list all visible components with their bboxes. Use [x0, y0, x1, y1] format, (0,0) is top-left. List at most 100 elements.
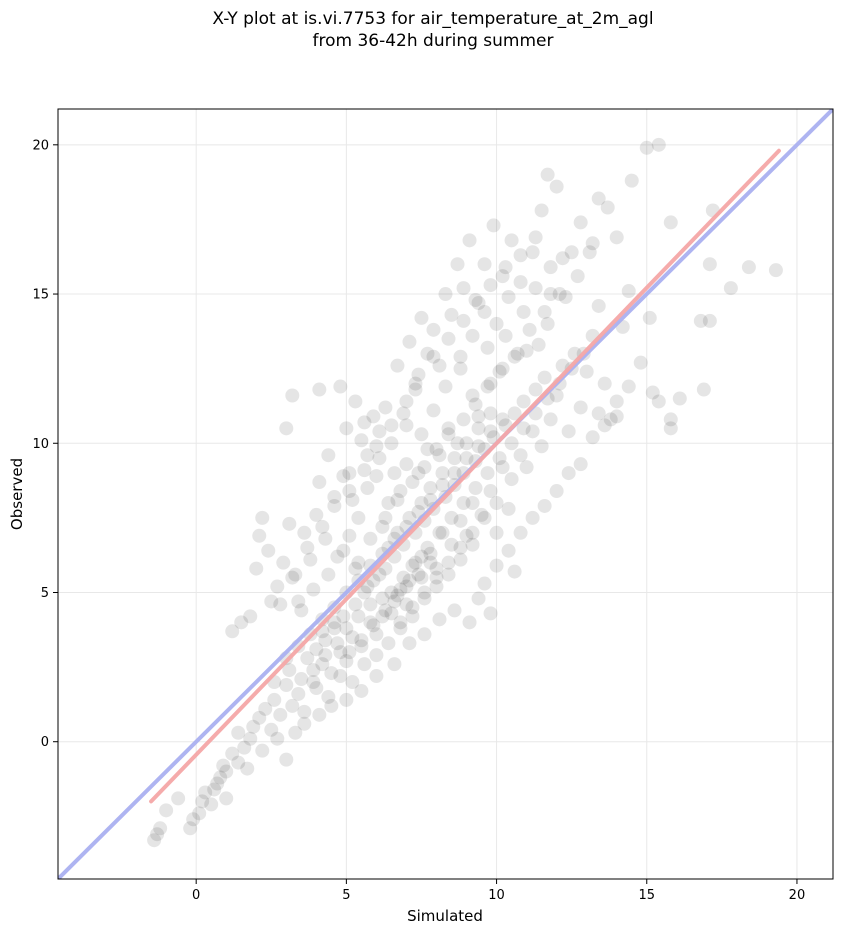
data-point [153, 821, 168, 836]
data-point [639, 140, 654, 155]
data-point [264, 722, 279, 737]
data-point [309, 507, 324, 522]
data-point [342, 484, 357, 499]
data-point [333, 669, 348, 684]
data-point [300, 540, 315, 555]
data-point [399, 457, 414, 472]
data-point [384, 418, 399, 433]
data-point [585, 430, 600, 445]
data-point [285, 388, 300, 403]
data-point [378, 561, 393, 576]
data-point [549, 388, 564, 403]
data-point [357, 463, 372, 478]
data-point [468, 397, 483, 412]
data-point [696, 382, 711, 397]
data-point [444, 307, 459, 322]
data-point [231, 725, 246, 740]
data-point [171, 791, 186, 806]
data-point [378, 603, 393, 618]
data-point [429, 561, 444, 576]
data-point [255, 510, 270, 525]
data-point [522, 322, 537, 337]
regression-lines [58, 109, 833, 879]
data-point [480, 340, 495, 355]
data-point [624, 173, 639, 188]
data-point [519, 343, 534, 358]
data-point [573, 400, 588, 415]
data-point [435, 525, 450, 540]
data-point [327, 615, 342, 630]
data-point [471, 409, 486, 424]
data-point [159, 803, 174, 818]
data-point [318, 633, 333, 648]
x-tick-label: 0 [192, 888, 200, 903]
data-point [333, 379, 348, 394]
data-point [321, 448, 336, 463]
data-point [261, 543, 276, 558]
data-point [183, 821, 198, 836]
data-point [252, 528, 267, 543]
data-point [453, 513, 468, 528]
data-point [456, 313, 471, 328]
data-point [357, 657, 372, 672]
data-point [453, 552, 468, 567]
data-point [306, 663, 321, 678]
data-point [480, 466, 495, 481]
data-point [651, 137, 666, 152]
data-point [390, 492, 405, 507]
data-point [432, 525, 447, 540]
y-axis-label: Observed [8, 458, 26, 530]
data-point [339, 654, 354, 669]
data-point [447, 466, 462, 481]
data-point [360, 481, 375, 496]
data-point [348, 394, 363, 409]
data-point [492, 451, 507, 466]
data-point [264, 594, 279, 609]
data-point [396, 406, 411, 421]
data-point [462, 233, 477, 248]
data-point [516, 421, 531, 436]
data-point [336, 543, 351, 558]
data-point [609, 230, 624, 245]
data-point [450, 257, 465, 272]
data-point [213, 770, 228, 785]
data-point [366, 409, 381, 424]
data-point [693, 313, 708, 328]
data-point [459, 451, 474, 466]
data-point [225, 746, 240, 761]
data-point [582, 245, 597, 260]
data-point [255, 743, 270, 758]
data-point [465, 388, 480, 403]
data-point [411, 567, 426, 582]
data-point [315, 657, 330, 672]
data-point [489, 525, 504, 540]
data-point [219, 791, 234, 806]
data-point [480, 379, 495, 394]
x-tick-label: 20 [789, 888, 806, 903]
data-point [570, 269, 585, 284]
data-point [468, 454, 483, 469]
data-point [258, 701, 273, 716]
data-point [504, 472, 519, 487]
data-point [408, 376, 423, 391]
data-point [441, 567, 456, 582]
data-point [405, 609, 420, 624]
data-point [471, 421, 486, 436]
data-point [438, 379, 453, 394]
data-point [417, 460, 432, 475]
data-point [345, 675, 360, 690]
data-point [495, 460, 510, 475]
data-point [573, 457, 588, 472]
data-point [483, 376, 498, 391]
data-point [516, 394, 531, 409]
data-point [741, 260, 756, 275]
data-point [291, 686, 306, 701]
data-point [354, 683, 369, 698]
data-point [393, 621, 408, 636]
data-point [363, 615, 378, 630]
data-point [363, 531, 378, 546]
data-point [483, 606, 498, 621]
x-tick-label: 5 [342, 888, 350, 903]
data-point [279, 421, 294, 436]
data-point [381, 636, 396, 651]
